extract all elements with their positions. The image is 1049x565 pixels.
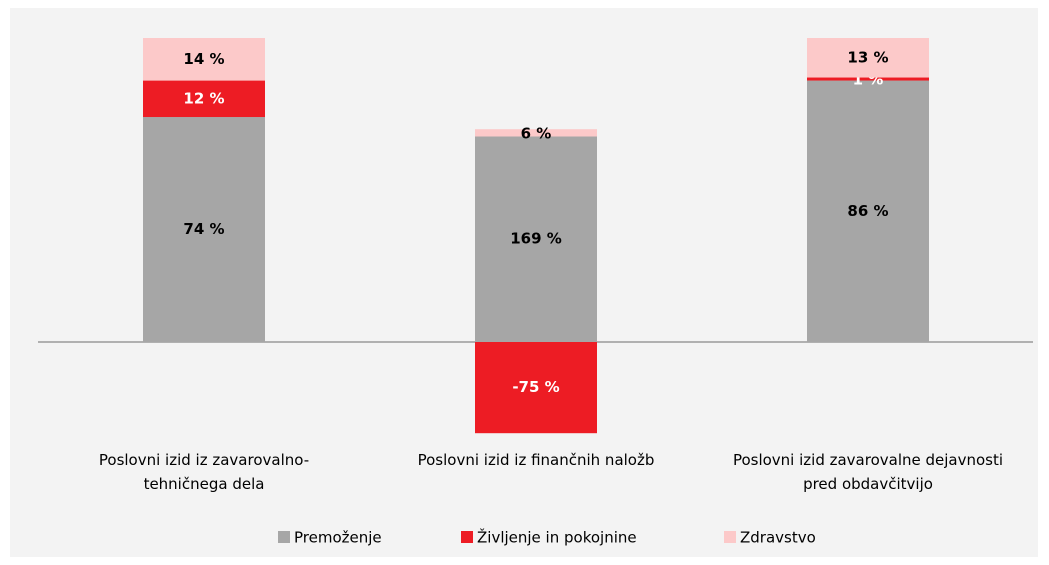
bar-segment (475, 129, 597, 137)
value-label: 169 % (510, 230, 562, 248)
category-label: Poslovni izid iz finančnih naložb (417, 451, 655, 469)
bar-segment (143, 117, 265, 342)
bar-segment (807, 77, 929, 81)
bar-segment (807, 38, 929, 78)
value-label: 86 % (847, 202, 888, 220)
legend-swatch (278, 531, 290, 543)
value-label: 13 % (847, 48, 888, 66)
value-label: -75 % (512, 378, 559, 396)
bar-segment (143, 80, 265, 118)
bar-segment (475, 136, 597, 342)
legend-swatch (724, 531, 736, 543)
legend-label: Zdravstvo (740, 529, 816, 547)
category-label: Poslovni izid iz zavarovalno- tehničnega… (98, 451, 310, 493)
value-label: 12 % (183, 89, 224, 107)
value-label: 14 % (183, 50, 224, 68)
legend-label: Življenje in pokojnine (477, 528, 637, 547)
bar-segment (143, 38, 265, 81)
bar-segment (475, 342, 597, 434)
bar-segment (807, 80, 929, 342)
value-label: 74 % (183, 220, 224, 238)
legend-swatch (461, 531, 473, 543)
category-label: Poslovni izid zavarovalne dejavnosti pre… (732, 451, 1004, 493)
legend-label: Premoženje (294, 529, 382, 547)
value-label: 6 % (521, 124, 552, 142)
